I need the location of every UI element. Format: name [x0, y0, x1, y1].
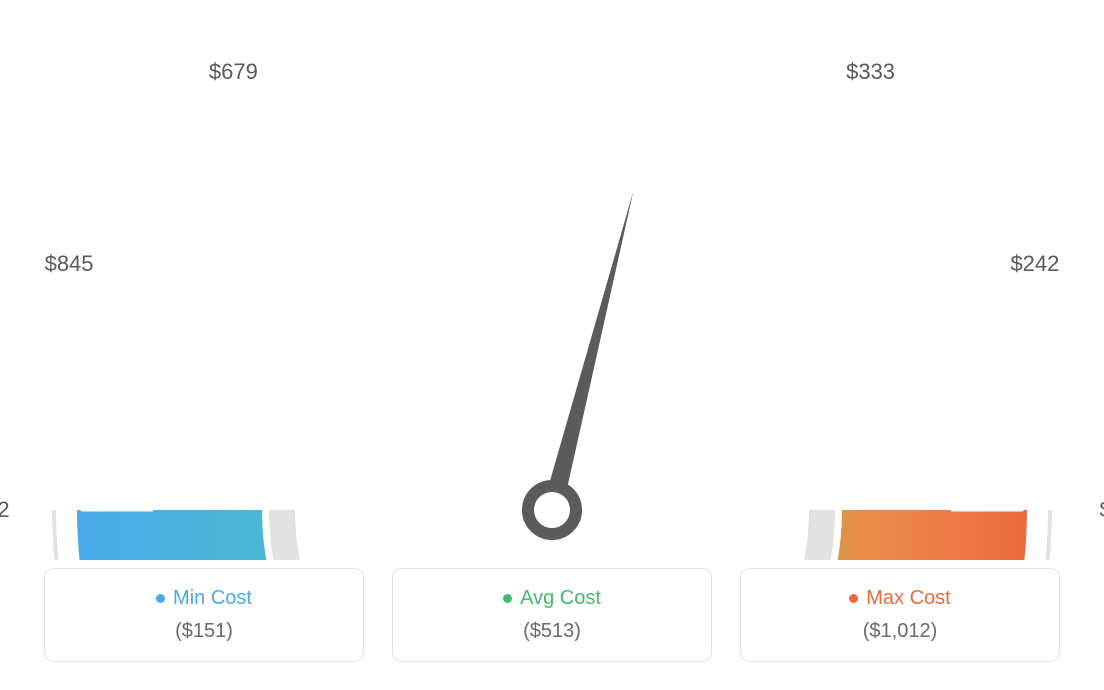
legend-avg-value: ($513) — [523, 620, 581, 643]
gauge-tick-label: $242 — [1010, 251, 1059, 277]
gauge-tick-label: $151 — [1100, 497, 1104, 523]
legend-row: Min Cost ($151) Avg Cost ($513) Max Cost ($1,… — [44, 568, 1060, 662]
legend-min-title-text: Min Cost — [173, 587, 252, 610]
legend-max: Max Cost ($1,012) — [740, 568, 1060, 662]
legend-min-value: ($151) — [175, 620, 233, 643]
legend-max-value: ($1,012) — [863, 620, 938, 643]
legend-min-dot — [156, 594, 165, 603]
gauge-tick-label: $1,012 — [0, 497, 10, 523]
legend-max-dot — [849, 594, 858, 603]
cost-gauge: $151$242$333$513$679$845$1,012 — [42, 20, 1062, 560]
legend-max-title: Max Cost — [849, 587, 950, 610]
legend-min: Min Cost ($151) — [44, 568, 364, 662]
legend-max-title-text: Max Cost — [866, 587, 950, 610]
gauge-tick-label: $333 — [846, 59, 895, 85]
legend-avg: Avg Cost ($513) — [392, 568, 712, 662]
legend-avg-title-text: Avg Cost — [520, 587, 601, 610]
legend-avg-dot — [503, 594, 512, 603]
legend-min-title: Min Cost — [156, 587, 252, 610]
gauge-tick-label: $679 — [209, 59, 258, 85]
legend-avg-title: Avg Cost — [503, 587, 601, 610]
gauge-tick-label: $845 — [45, 251, 94, 277]
gauge-svg — [42, 20, 1062, 560]
